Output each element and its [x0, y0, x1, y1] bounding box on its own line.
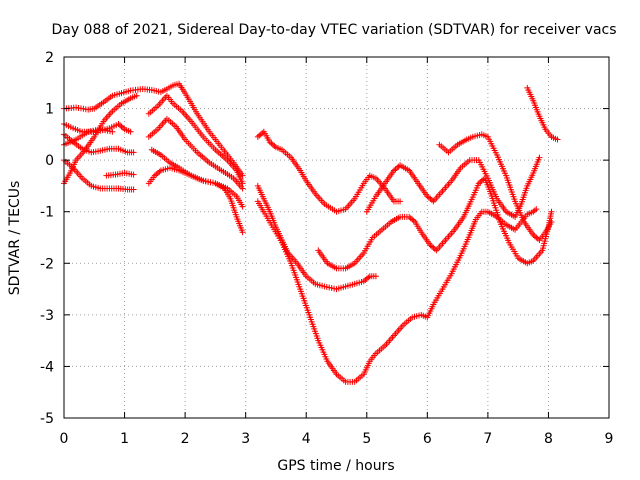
chart-title: Day 088 of 2021, Sidereal Day-to-day VTE…	[51, 22, 616, 38]
data-point	[239, 203, 246, 210]
data-point	[397, 198, 404, 205]
series-track-17	[436, 131, 555, 244]
x-tick-label: 1	[120, 431, 129, 447]
x-tick-label: 9	[605, 431, 614, 447]
data-point	[109, 128, 116, 135]
data-point	[239, 229, 246, 236]
series-track-8	[145, 92, 246, 187]
data-point	[130, 149, 137, 156]
series-track-3	[61, 131, 137, 156]
y-tick-label: 2	[45, 50, 54, 66]
series-track-7	[103, 170, 137, 179]
data-point	[548, 208, 555, 215]
data-point	[130, 171, 137, 178]
y-tick-label: -3	[40, 308, 54, 324]
x-tick-label: 4	[302, 431, 311, 447]
series-track-9	[145, 115, 246, 192]
series-track-15	[315, 175, 555, 272]
series-track-5	[61, 157, 137, 193]
y-tick-label: -2	[40, 256, 54, 272]
data-point	[372, 273, 379, 280]
y-tick-label: -1	[40, 205, 54, 221]
plot-frame	[63, 56, 610, 419]
x-tick-label: 7	[483, 431, 492, 447]
data-point	[533, 206, 540, 213]
series-track-14	[254, 198, 540, 385]
data-point	[127, 128, 134, 135]
x-tick-label: 2	[181, 431, 190, 447]
x-tick-label: 8	[544, 431, 553, 447]
data-point	[239, 172, 246, 179]
data-point	[554, 136, 561, 143]
series-track-18	[524, 84, 561, 143]
y-tick-label: 1	[45, 102, 54, 118]
y-axis-label: SDTVAR / TECUs	[7, 181, 23, 296]
data-point	[548, 219, 555, 225]
series-track-16	[363, 154, 543, 220]
data-point	[239, 185, 246, 192]
x-tick-label: 6	[423, 431, 432, 447]
x-tick-label: 0	[60, 431, 69, 447]
axis-ticks: 0 1 2 3 4 5 6 7 8 9 -5 -4 -3 -2 -1 0 1 2	[40, 50, 613, 447]
x-tick-label: 5	[362, 431, 371, 447]
data-point	[130, 186, 137, 193]
data-points	[61, 80, 561, 385]
x-tick-label: 3	[241, 431, 250, 447]
y-tick-label: -4	[40, 359, 54, 375]
series-track-11	[145, 164, 246, 236]
x-axis-label: GPS time / hours	[277, 458, 394, 474]
data-point	[133, 92, 140, 99]
data-point	[536, 154, 543, 161]
y-tick-label: 0	[45, 153, 54, 169]
y-tick-label: -5	[40, 411, 54, 427]
